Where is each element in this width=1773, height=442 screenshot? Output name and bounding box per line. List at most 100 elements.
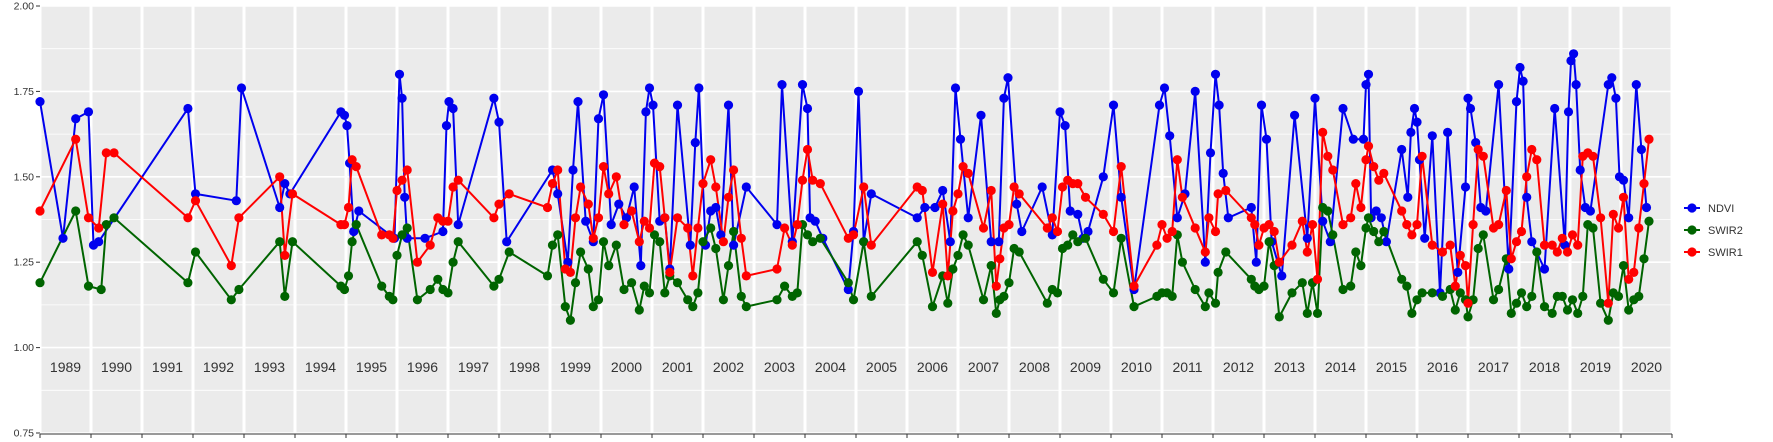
swir1-point (627, 206, 637, 216)
swir1-point (1356, 202, 1366, 213)
swir1-point (1527, 144, 1537, 155)
swir2-point (1351, 247, 1361, 257)
swir1-point (1552, 247, 1562, 257)
swir1-point (71, 134, 81, 144)
year-label: 2012 (1223, 359, 1254, 375)
swir1-point (1427, 240, 1437, 250)
swir2-point (583, 264, 593, 274)
ndvi-point (641, 107, 651, 117)
swir1-point (570, 213, 581, 223)
swir1-point (1312, 274, 1323, 284)
ndvi-point (1218, 168, 1228, 178)
swir2-point (1116, 233, 1126, 243)
swir1-point (1450, 281, 1460, 291)
y-tick-label: 1.00 (14, 342, 35, 354)
ndvi-point (1338, 103, 1348, 114)
ndvi-point (1376, 213, 1386, 223)
ndvi-point (1116, 192, 1126, 202)
swir2-point (542, 271, 553, 281)
swir1-point (1374, 175, 1384, 185)
ndvi-point (190, 189, 201, 199)
ndvi-point (1003, 73, 1013, 83)
y-axis: 0.75 1.00 1.25 1.50 1.75 2.00 (14, 1, 1673, 440)
swir1-point (504, 189, 514, 199)
swir1-point (1608, 209, 1618, 219)
ndvi-point (1406, 127, 1416, 137)
ndvi-point (280, 179, 290, 189)
swir2-point (808, 237, 818, 247)
swir2-point (377, 281, 387, 291)
ndvi-point (236, 83, 247, 93)
swir2-point (1473, 243, 1483, 254)
swir2-point (1596, 298, 1606, 308)
ndvi-point (1381, 237, 1391, 247)
swir2-point (1328, 230, 1338, 240)
ndvi-point (1159, 83, 1170, 93)
swir2-point (1346, 281, 1356, 291)
ndvi-point (1172, 213, 1182, 223)
swir1-point (815, 179, 825, 189)
swir1-point (565, 267, 576, 277)
ndvi-point (453, 220, 463, 230)
ndvi-point (955, 134, 966, 144)
swir1-point (1323, 151, 1333, 161)
swir1-point (1318, 127, 1328, 137)
swir2-point (1080, 233, 1091, 243)
swir2-point (1063, 240, 1073, 250)
swir2-point (1463, 312, 1473, 322)
ndvi-point (853, 86, 864, 96)
year-labels: 1989 1990 1991 1992 1993 1994 1995 1996 1997 1998… (50, 359, 1662, 375)
ndvi-point (1246, 202, 1256, 213)
ndvi-point (1251, 257, 1261, 267)
year-label: 2004 (815, 359, 846, 375)
swir2-point (1539, 302, 1550, 312)
swir1-point (665, 267, 675, 277)
ndvi-point (581, 216, 591, 226)
swir1-point (723, 192, 734, 202)
swir1-point (655, 162, 665, 172)
swir2-point (1264, 237, 1274, 247)
swir2-point (576, 247, 586, 257)
swir2-point (634, 305, 644, 315)
ndvi-point (797, 80, 808, 90)
ndvi-point (1358, 134, 1369, 144)
swir1-point (1297, 216, 1307, 226)
swir2-point (397, 230, 407, 240)
swir1-point (425, 240, 435, 250)
swir2-point (494, 274, 504, 284)
ndvi-point (1618, 175, 1629, 185)
swir2-point (963, 240, 973, 250)
swir2-point (448, 257, 458, 267)
ndvi-point (1165, 131, 1175, 141)
swir2-point (1455, 288, 1465, 298)
ndvi-point (397, 93, 407, 103)
swir1-point (453, 175, 463, 185)
swir2-point (287, 237, 298, 247)
swir1-point (1460, 261, 1471, 271)
swir2-point (815, 233, 825, 243)
swir1-point (706, 155, 716, 165)
swir1-point (1157, 220, 1167, 230)
ndvi-point (71, 114, 81, 124)
swir2-point (1190, 284, 1200, 295)
year-label: 2010 (1121, 359, 1152, 375)
swir1-point (339, 220, 350, 230)
swir1-point (1402, 220, 1412, 230)
swir1-point (859, 182, 869, 192)
swir1-point (1397, 206, 1407, 216)
swir2-point (489, 281, 499, 291)
swir1-point (787, 240, 797, 250)
ndvi-point (1205, 148, 1216, 158)
swir2-point (953, 250, 963, 260)
swir2-point (943, 298, 953, 308)
swir1-point (547, 179, 558, 189)
swir2-point (402, 223, 412, 233)
swir1-point (412, 257, 422, 267)
swir2-point (1052, 288, 1063, 298)
ndvi-point (1569, 49, 1579, 59)
swir1-point (1172, 155, 1182, 165)
swir1-point (1167, 226, 1177, 237)
ndvi-point (231, 196, 241, 206)
swir1-point (489, 213, 499, 223)
swir2-point (688, 302, 698, 312)
